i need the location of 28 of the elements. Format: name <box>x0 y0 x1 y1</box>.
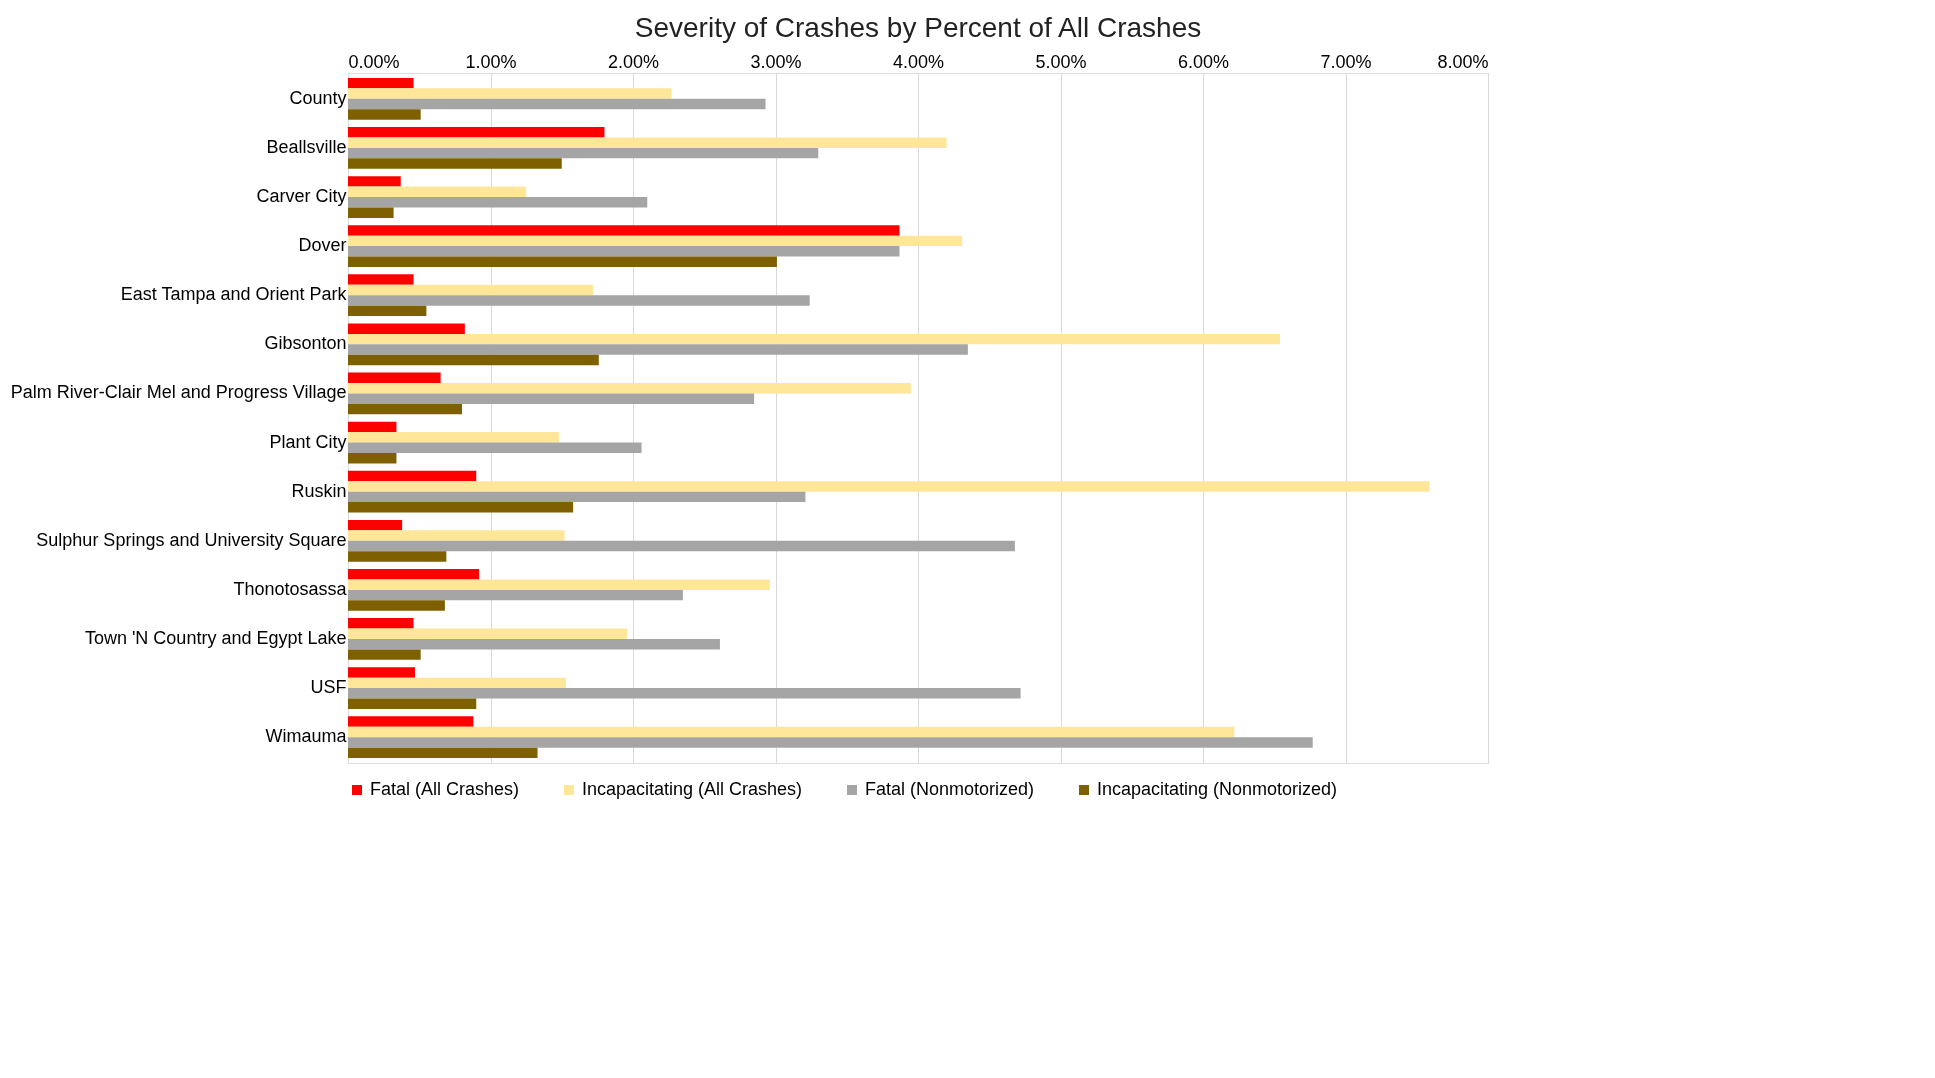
y-tick-label: Ruskin <box>291 480 347 501</box>
y-tick-label: Beallsville <box>266 136 347 157</box>
x-tick-label: 3.00% <box>750 51 802 72</box>
y-tick-label: Dover <box>298 235 347 256</box>
y-tick-label: Gibsonton <box>264 333 347 354</box>
x-tick-label: 8.00% <box>1437 51 1489 72</box>
y-tick-label: Palm River-Clair Mel and Progress Village <box>10 382 347 403</box>
y-tick-label: Town 'N Country and Egypt Lake <box>84 628 347 648</box>
x-tick-label: 5.00% <box>1035 51 1087 72</box>
x-tick-label: 1.00% <box>465 51 517 72</box>
y-tick-label: Plant City <box>269 431 347 452</box>
y-tick-label: East Tampa and Orient Park <box>120 284 348 305</box>
x-tick-label: 7.00% <box>1320 51 1372 72</box>
chart-title: Severity of Crashes by Percent of All Crashes <box>634 12 1202 43</box>
legend-label: Fatal (Nonmotorized) <box>865 779 1035 799</box>
x-tick-label: 0.00% <box>348 51 400 72</box>
y-tick-label: Wimauma <box>265 726 348 747</box>
legend-label: Incapacitating (Nonmotorized) <box>1097 779 1338 799</box>
y-tick-label: USF <box>310 677 347 698</box>
y-tick-label: Carver City <box>256 186 347 206</box>
x-tick-label: 6.00% <box>1177 51 1230 72</box>
y-tick-label: Sulphur Springs and University Square <box>36 529 347 550</box>
legend-label: Fatal (All Crashes) <box>370 779 520 799</box>
x-tick-label: 4.00% <box>892 51 945 72</box>
y-tick-label: County <box>289 87 347 108</box>
legend-label: Incapacitating (All Crashes) <box>582 779 803 799</box>
y-tick-label: Thonotosassa <box>233 578 348 599</box>
x-tick-label: 2.00% <box>607 51 660 72</box>
